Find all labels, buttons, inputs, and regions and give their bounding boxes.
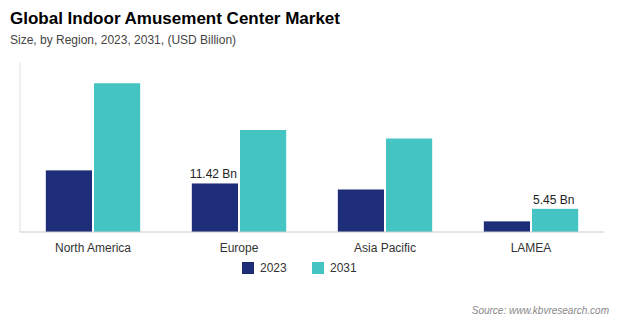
category-label: LAMEA bbox=[511, 241, 552, 255]
legend: 2023 2031 bbox=[242, 261, 357, 275]
value-labels: 11.42 Bn 5.45 Bn bbox=[190, 167, 575, 206]
bar bbox=[338, 190, 384, 233]
bars bbox=[46, 83, 578, 232]
category-label: North America bbox=[55, 241, 131, 255]
value-label: 5.45 Bn bbox=[533, 193, 574, 207]
category-label: Europe bbox=[220, 241, 259, 255]
source: Source: www.kbvresearch.com bbox=[472, 305, 609, 316]
subtitle: Size, by Region, 2023, 2031, (USD Billio… bbox=[10, 33, 236, 47]
bar bbox=[192, 183, 238, 232]
legend-swatch bbox=[312, 262, 324, 274]
bar bbox=[240, 130, 286, 232]
legend-label: 2023 bbox=[260, 261, 287, 275]
y-axis-line bbox=[20, 62, 21, 232]
bar bbox=[386, 139, 432, 233]
title: Global Indoor Amusement Center Market bbox=[10, 9, 340, 28]
bar bbox=[532, 209, 578, 232]
bar bbox=[46, 170, 92, 232]
legend-label: 2031 bbox=[330, 261, 357, 275]
category-label: Asia Pacific bbox=[354, 241, 416, 255]
value-label: 11.42 Bn bbox=[190, 167, 237, 181]
x-axis-line bbox=[20, 232, 604, 233]
bar bbox=[94, 83, 140, 232]
legend-swatch bbox=[242, 262, 254, 274]
bar bbox=[484, 221, 530, 232]
